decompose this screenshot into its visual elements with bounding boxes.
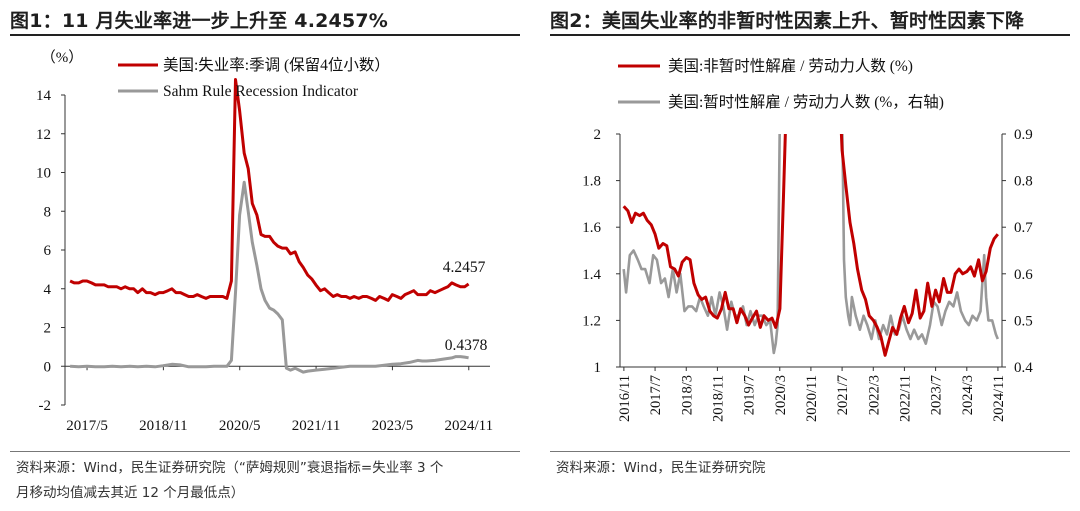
y-tick-label: 14: [36, 88, 52, 104]
sahm-end-label: 0.4378: [445, 337, 488, 354]
left-tick-label: 2: [594, 127, 602, 143]
y-tick-label: 12: [36, 127, 51, 143]
title-underline: [550, 34, 1070, 36]
y-tick-label: 10: [36, 166, 51, 182]
unemployment-end-label: 4.2457: [443, 259, 486, 276]
layoff-factors-panel: 图2：美国失业率的非暂时性因素上升、暂时性因素下降 1 1.2 1.4 1.6 1.8 2…: [540, 0, 1080, 511]
right-tick-label: 0.6: [1014, 267, 1033, 283]
right-tick-label: 0.7: [1014, 220, 1033, 236]
x-tick-label: 2024/11: [991, 375, 1007, 422]
x-tick-label: 2017/5: [66, 418, 108, 434]
unemployment-line-chart: -2 0 2 4 6 8 10 12 14 （%） 2017/5 2018/11 2020/5 2021/…: [36, 49, 493, 434]
x-tick-label: 2022/3: [866, 375, 882, 415]
x-tick-label: 2021/7: [835, 375, 851, 415]
x-tick-label: 2022/11: [897, 375, 913, 422]
right-tick-label: 0.9: [1014, 127, 1033, 143]
permanent-layoff-line: [622, 134, 999, 357]
x-tick-label: 2020/3: [773, 375, 789, 415]
y-tick-label: 2: [44, 321, 52, 337]
left-tick-label: 1.6: [582, 220, 601, 236]
x-tick-label: 2020/11: [804, 375, 820, 422]
layoff-line-chart: 1 1.2 1.4 1.6 1.8 2 0.4 0.5 0.6 0.7 0.8 0.9 2016/11 2…: [582, 57, 1033, 422]
x-tick-label: 2021/11: [292, 418, 341, 434]
y-tick-label: 6: [44, 243, 52, 259]
source-divider: [550, 451, 1070, 452]
legend-sahm-indicator: Sahm Rule Recession Indicator: [163, 83, 359, 100]
x-tick-label: 2016/11: [617, 375, 633, 422]
left-tick-label: 1.2: [582, 313, 601, 329]
right-tick-label: 0.8: [1014, 174, 1033, 190]
y-unit-label: （%）: [41, 49, 84, 66]
x-tick-label: 2024/3: [960, 375, 976, 415]
chart-title: 图1：11 月失业率进一步上升至 4.2457%: [10, 10, 389, 32]
y-tick-label: 4: [44, 282, 52, 298]
sahm-indicator-line: [70, 180, 469, 374]
x-tick-label: 2018/3: [679, 375, 695, 415]
source-note-line2: 月移动均值减去其近 12 个月最低点）: [16, 485, 245, 501]
legend-unemployment-rate: 美国:失业率:季调 (保留4位小数）: [163, 56, 390, 74]
x-tick-label: 2018/11: [710, 375, 726, 422]
x-tick-label: 2023/5: [372, 418, 414, 434]
x-tick-label: 2023/7: [929, 375, 945, 415]
x-tick-label: 2024/11: [444, 418, 493, 434]
legend-temporary-layoff: 美国:暂时性解雇 / 劳动力人数 (%，右轴): [668, 93, 944, 111]
y-tick-label: 8: [44, 204, 52, 220]
y-tick-label: 0: [44, 359, 52, 375]
unemployment-rate-line: [69, 78, 470, 302]
temporary-layoff-line: [622, 134, 1000, 355]
left-tick-label: 1: [594, 360, 602, 376]
source-note-line1: 资料来源：Wind，民生证券研究院（“萨姆规则”衰退指标=失业率 3 个: [16, 460, 444, 476]
y-tick-label: -2: [39, 398, 52, 414]
source-note: 资料来源：Wind，民生证券研究院: [556, 460, 766, 476]
x-tick-label: 2019/7: [742, 375, 758, 415]
legend-permanent-layoff: 美国:非暂时性解雇 / 劳动力人数 (%): [668, 57, 913, 75]
chart-title: 图2：美国失业率的非暂时性因素上升、暂时性因素下降: [550, 10, 1025, 32]
source-divider: [10, 451, 520, 452]
left-tick-label: 1.4: [582, 267, 601, 283]
title-underline: [10, 34, 520, 36]
unemployment-rate-panel: 图1：11 月失业率进一步上升至 4.2457% -2 0 2 4 6 8 10 12 14 （%…: [0, 0, 525, 511]
right-tick-label: 0.5: [1014, 313, 1033, 329]
x-tick-label: 2020/5: [219, 418, 261, 434]
x-tick-label: 2017/7: [648, 375, 664, 415]
x-tick-label: 2018/11: [139, 418, 188, 434]
left-tick-label: 1.8: [582, 174, 601, 190]
right-tick-label: 0.4: [1014, 360, 1033, 376]
